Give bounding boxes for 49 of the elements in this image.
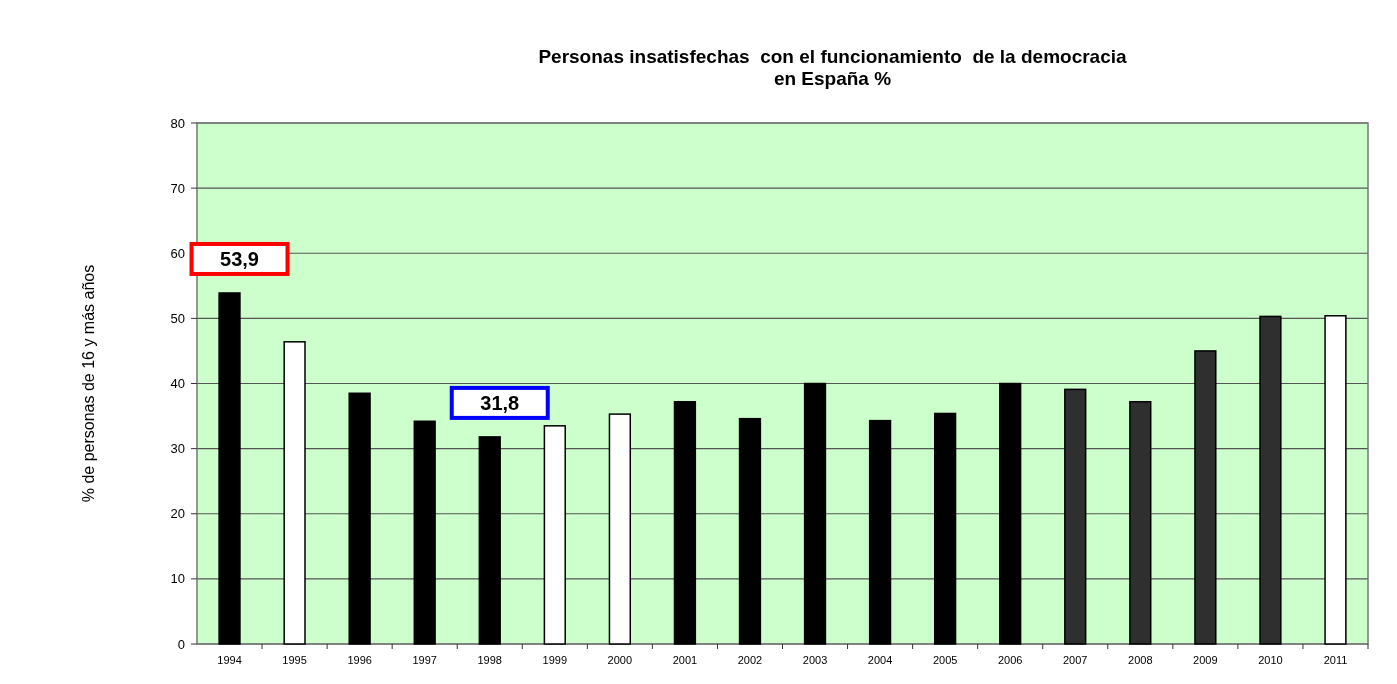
x-tick-label: 2005 (932, 654, 958, 666)
bar (868, 419, 892, 645)
bar (1064, 388, 1087, 645)
annotation: 31,8 (480, 391, 520, 414)
x-tick-label: 2009 (1193, 654, 1218, 666)
y-tick-label: 10 (170, 571, 185, 587)
bar (478, 436, 501, 645)
x-tick-label: 2000 (607, 654, 633, 666)
x-tick-label: 1998 (477, 654, 502, 666)
bar (1194, 350, 1217, 645)
x-tick-label: 2008 (1128, 654, 1153, 666)
bar (1259, 315, 1282, 645)
x-tick-label: 2003 (802, 654, 828, 666)
bar (999, 382, 1022, 645)
y-tick-label: 70 (170, 180, 185, 196)
x-tick-label: 2007 (1063, 654, 1088, 666)
y-tick-label: 50 (170, 310, 185, 326)
bar (1324, 315, 1347, 645)
x-tick-label: 1994 (217, 654, 242, 666)
bar (1129, 400, 1152, 645)
x-tick-label: 2004 (867, 654, 893, 666)
bar (673, 400, 697, 645)
bar (933, 412, 957, 645)
x-tick-label: 2010 (1258, 654, 1283, 666)
x-tick-label: 2001 (672, 654, 698, 666)
bar (218, 292, 241, 645)
bar (413, 420, 436, 645)
x-tick-label: 1995 (282, 654, 307, 666)
bar (543, 425, 566, 645)
x-tick-label: 2006 (997, 654, 1023, 666)
y-tick-label: 60 (170, 245, 185, 261)
x-tick-label: 1999 (542, 654, 568, 666)
bar (738, 417, 762, 645)
y-tick-label: 40 (170, 376, 185, 392)
y-axis-title: % de personas de 16 y más años (80, 264, 97, 503)
x-tick-label: 1997 (412, 654, 437, 666)
y-tick-label: 20 (170, 506, 185, 522)
x-tick-label: 2011 (1323, 654, 1348, 666)
bar (283, 341, 306, 645)
chart-title: Personas insatisfechas con el funcionamiento de la democracia en España % (538, 46, 1127, 89)
y-tick-label: 80 (170, 115, 185, 131)
y-tick-label: 0 (177, 636, 185, 652)
bar (348, 392, 371, 645)
x-tick-label: 2002 (737, 654, 763, 666)
bar (608, 413, 632, 645)
annotation: 53,9 (220, 247, 259, 270)
x-tick-label: 1996 (347, 654, 372, 666)
y-tick-label: 30 (170, 441, 185, 457)
bar (803, 382, 827, 645)
